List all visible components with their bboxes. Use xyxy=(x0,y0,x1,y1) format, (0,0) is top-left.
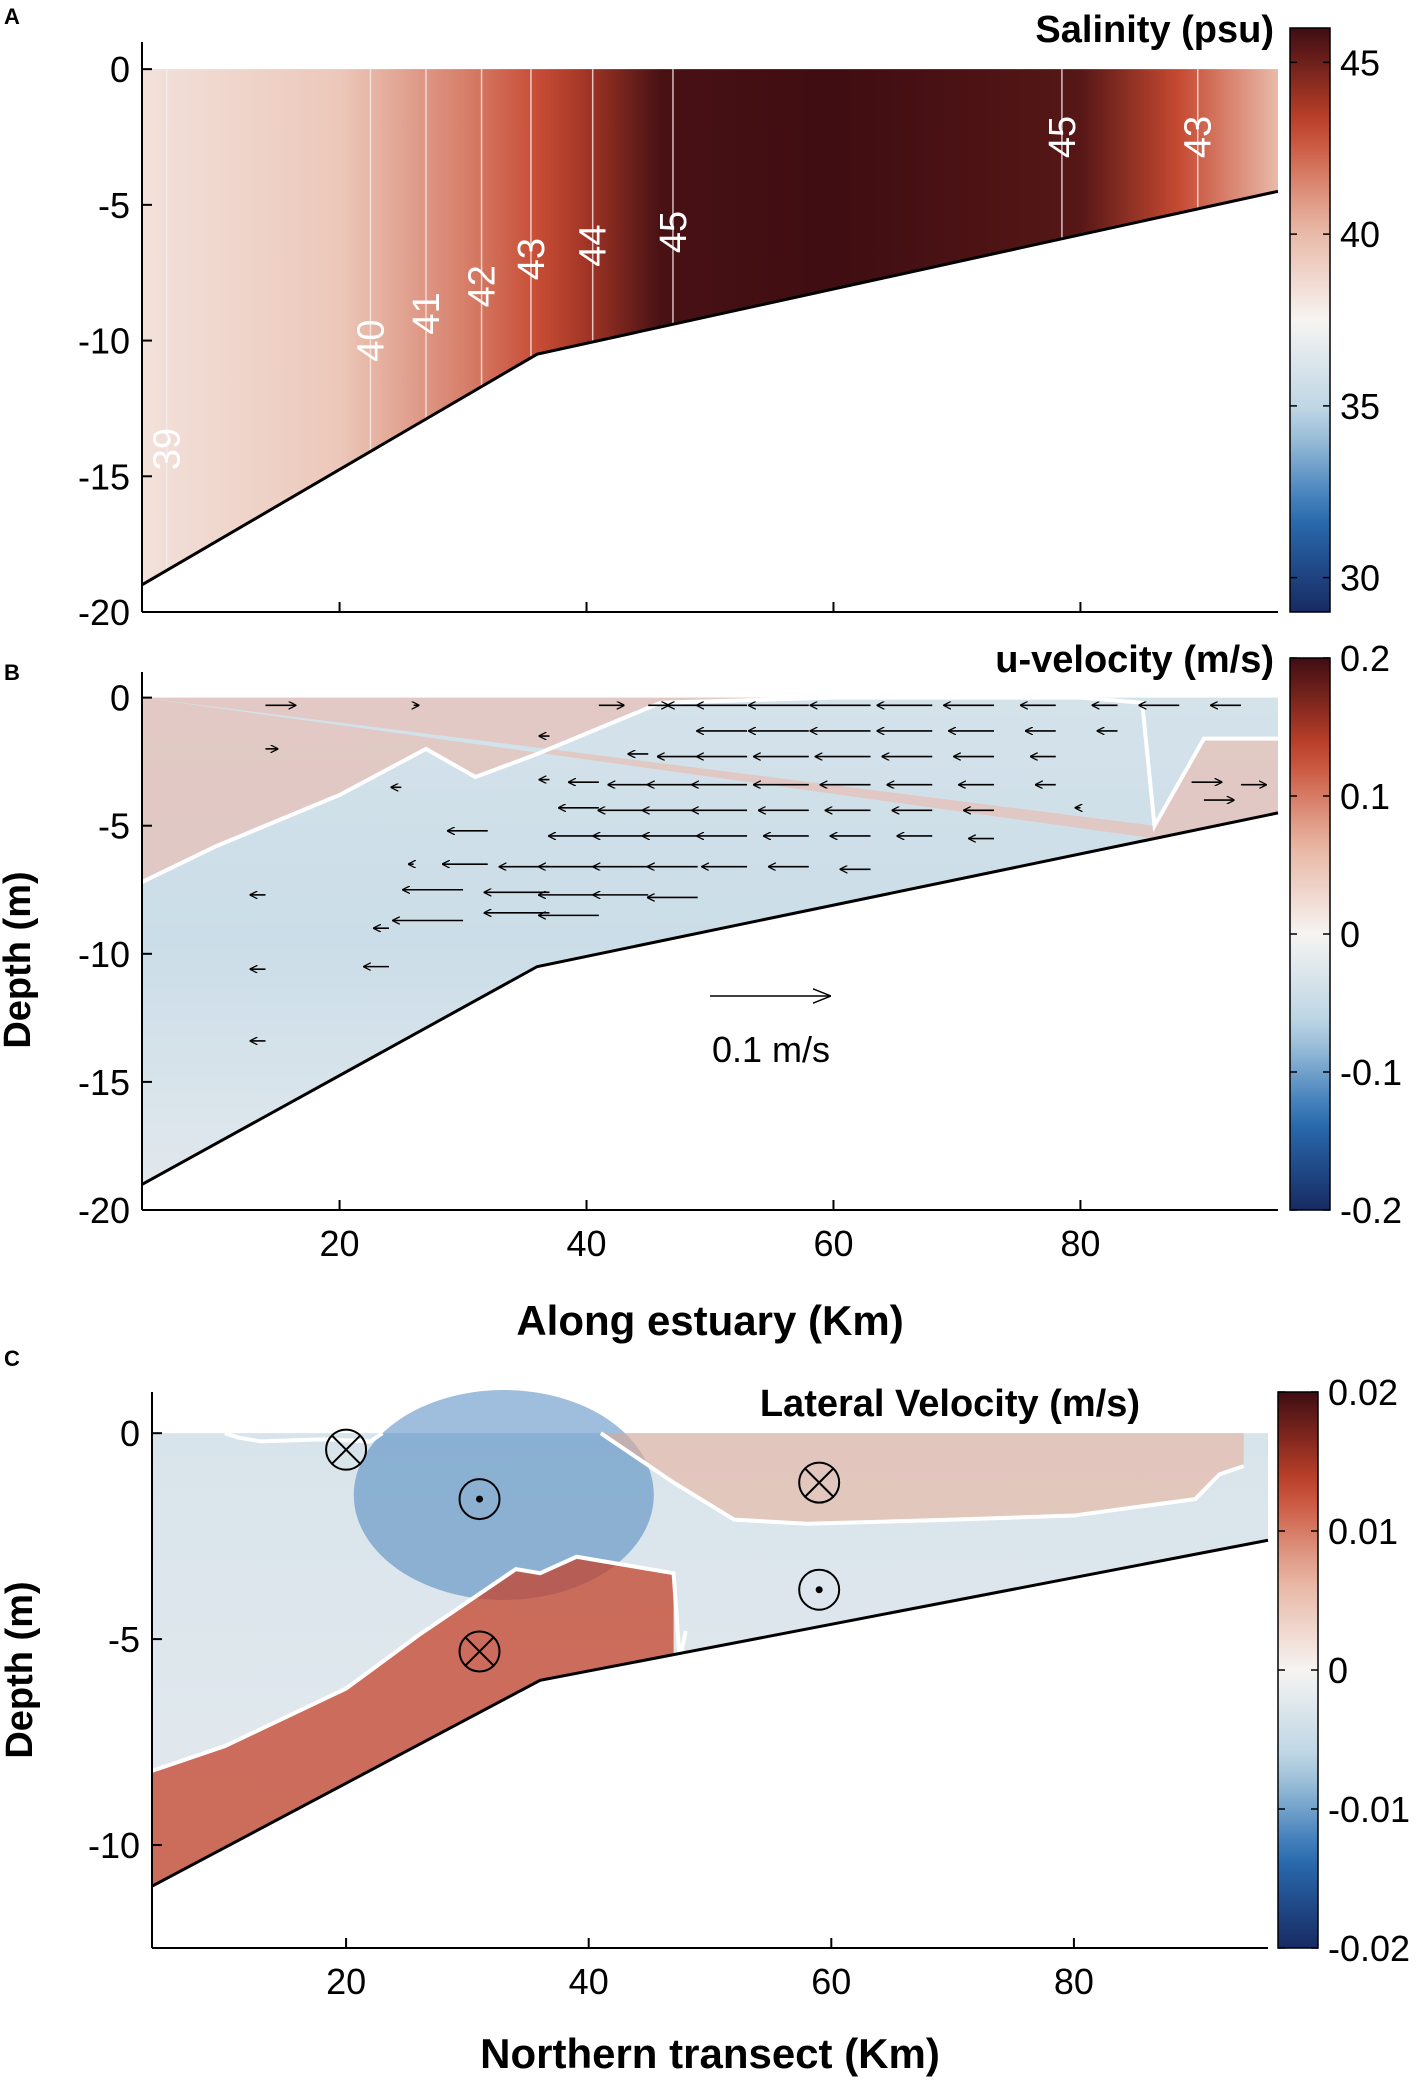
marker-dot xyxy=(815,1586,823,1594)
colorbar-a xyxy=(1289,27,1331,613)
u-velocity-field xyxy=(142,697,1278,1185)
panel-c: 0 -5 -10 20 40 60 80 Lateral Velocity (m/s) De… xyxy=(0,1372,1410,2077)
marker-circle xyxy=(798,1461,841,1504)
x-tick-label: 60 xyxy=(811,1961,851,2002)
zero-contour xyxy=(151,1554,688,1773)
colorbar-tick-label: 30 xyxy=(1340,558,1380,599)
colorbar-tick-label: 0.01 xyxy=(1328,1511,1398,1552)
marker-circle xyxy=(458,1630,501,1673)
zero-contour xyxy=(224,1431,384,1444)
colorbar-tick-label: 0.1 xyxy=(1340,776,1390,817)
title-c: Lateral Velocity (m/s) xyxy=(760,1383,1140,1425)
panel-b: 0.1 m/s 0 -5 -10 -15 -20 20 40 60 80 u-velocity … xyxy=(0,638,1402,1344)
axes-b: 0 -5 -10 -15 -20 20 40 60 80 xyxy=(78,672,1278,1264)
positive-surface-layer xyxy=(600,1433,1244,1524)
y-tick-label: -20 xyxy=(78,592,130,633)
lateral-velocity-patches xyxy=(152,1389,1244,1887)
colorbar-tick-label: 0 xyxy=(1340,914,1360,955)
contour-label: 42 xyxy=(462,265,504,307)
bottom-profile-b xyxy=(141,811,1279,1186)
salinity-field xyxy=(142,69,1278,585)
panel-label-c: C xyxy=(4,1346,20,1371)
panel-label-a: A xyxy=(4,4,20,29)
ylabel-b: Depth (m) xyxy=(0,871,39,1048)
marker-cross xyxy=(331,1434,361,1465)
y-tick-label: -15 xyxy=(78,456,130,497)
negative-core xyxy=(353,1389,654,1600)
colorbar-ticks-b: 0.2 0.1 0 -0.1 -0.2 xyxy=(1290,638,1402,1231)
marker-cross xyxy=(464,1636,495,1667)
marker-circle xyxy=(798,1568,841,1611)
axes-a: 0 -5 -10 -15 -20 xyxy=(78,42,1278,633)
contour-label: 45 xyxy=(653,211,695,253)
y-tick-label: -20 xyxy=(78,1190,130,1231)
y-tick-label: -5 xyxy=(98,806,130,847)
lateral-velocity-field xyxy=(152,1433,1268,1887)
y-tick-label: 0 xyxy=(110,49,130,90)
contour-label: 40 xyxy=(350,319,392,361)
panel-label-b: B xyxy=(4,660,20,685)
title-b: u-velocity (m/s) xyxy=(995,639,1274,681)
colorbar-ticks-a: 30 35 40 45 xyxy=(1290,42,1380,599)
y-tick-label: -5 xyxy=(98,185,130,226)
x-tick-label: 40 xyxy=(569,1961,609,2002)
axes-c: 0 -5 -10 20 40 60 80 xyxy=(88,1392,1268,2002)
marker-circle xyxy=(458,1478,501,1521)
title-a: Salinity (psu) xyxy=(1035,9,1274,51)
colorbar-tick-label: 0.02 xyxy=(1328,1372,1398,1413)
reference-vector-label: 0.1 m/s xyxy=(712,1029,830,1070)
bottom-profile-a xyxy=(141,189,1279,587)
x-tick-label: 40 xyxy=(566,1223,606,1264)
contour-label: 39 xyxy=(147,428,189,470)
y-tick-label: -10 xyxy=(88,1825,140,1866)
marker-circle xyxy=(325,1428,368,1471)
colorbar-tick-label: 35 xyxy=(1340,386,1380,427)
x-tick-label: 80 xyxy=(1054,1961,1094,2002)
contour-label: 43 xyxy=(511,238,553,280)
x-tick-label: 60 xyxy=(813,1223,853,1264)
y-tick-label: 0 xyxy=(110,678,130,719)
colorbar-tick-label: 40 xyxy=(1340,214,1380,255)
colorbar-tick-label: -0.01 xyxy=(1328,1789,1410,1830)
colorbar-ticks-c: 0.02 0.01 0 -0.01 -0.02 xyxy=(1278,1372,1410,1969)
direction-markers xyxy=(325,1428,841,1673)
x-tick-label: 80 xyxy=(1060,1223,1100,1264)
colorbar-tick-label: -0.02 xyxy=(1328,1928,1410,1969)
colorbar-tick-label: -0.2 xyxy=(1340,1190,1402,1231)
xlabel-c: Northern transect (Km) xyxy=(480,2030,940,2077)
contour-label: 41 xyxy=(406,292,448,334)
contour-label: 43 xyxy=(1178,116,1220,158)
bottom-profile-c xyxy=(151,1538,1269,1888)
colorbar-tick-label: 45 xyxy=(1340,42,1380,83)
velocity-vectors xyxy=(250,705,1265,1041)
y-tick-label: -10 xyxy=(78,934,130,975)
zero-contour-b xyxy=(141,695,1278,884)
y-tick-label: -15 xyxy=(78,1062,130,1103)
colorbar-tick-label: -0.1 xyxy=(1340,1052,1402,1093)
ylabel-c: Depth (m) xyxy=(0,1581,41,1758)
y-tick-label: -5 xyxy=(108,1619,140,1660)
zero-contour xyxy=(599,1431,1245,1526)
y-tick-label: -10 xyxy=(78,321,130,362)
colorbar-tick-label: 0 xyxy=(1328,1650,1348,1691)
y-tick-label: 0 xyxy=(120,1413,140,1454)
contour-label: 44 xyxy=(573,224,615,266)
marker-dot xyxy=(476,1495,484,1503)
x-tick-label: 20 xyxy=(320,1223,360,1264)
marker-cross xyxy=(804,1467,834,1498)
positive-bottom-layer xyxy=(152,1556,674,1887)
zero-contours-c xyxy=(151,1431,1245,1773)
colorbar-tick-label: 0.2 xyxy=(1340,638,1390,679)
u-velocity-positive-region xyxy=(142,697,1278,883)
contour-label: 45 xyxy=(1042,116,1084,158)
x-tick-label: 20 xyxy=(326,1961,366,2002)
xlabel-b: Along estuary (Km) xyxy=(516,1297,903,1344)
